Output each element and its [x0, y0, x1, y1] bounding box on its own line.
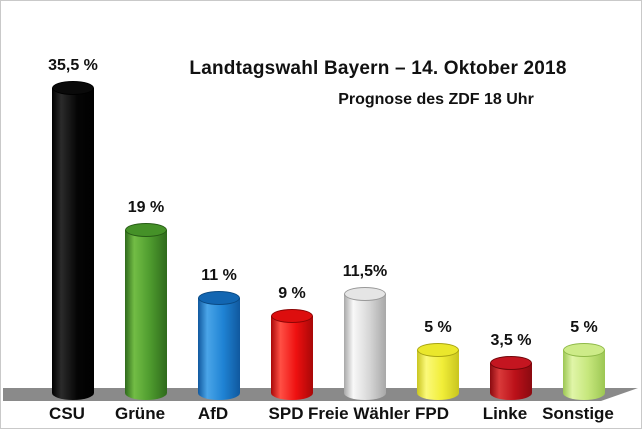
- chart-subtitle: Prognose des ZDF 18 Uhr: [338, 91, 534, 108]
- bar-cylinder-body-afd: [198, 298, 240, 400]
- bar-value-label-spd: 9 %: [278, 284, 306, 302]
- bar-value-label-sonstige: 5 %: [570, 319, 598, 336]
- bar-cylinder-cap-spd: [271, 308, 313, 323]
- category-label-sonstige: Sonstige: [542, 404, 614, 423]
- bar-cylinder-cap-fpd: [417, 343, 459, 357]
- bar-value-label-csu: 35,5 %: [48, 56, 98, 74]
- category-label-spd: SPD: [268, 404, 304, 423]
- bar-cylinder-cap-gruene: [125, 222, 167, 237]
- bar-cylinder-body-spd: [271, 315, 313, 400]
- bar-value-label-gruene: 19 %: [127, 198, 165, 216]
- bar-cylinder-body-gruene: [125, 229, 167, 400]
- category-label-csu: CSU: [49, 404, 85, 423]
- bar-cylinder-cap-freie-waehler: [344, 287, 386, 302]
- category-label-linke: Linke: [482, 404, 528, 423]
- bar-value-label-fpd: 5 %: [424, 319, 452, 336]
- bar-cylinder-body-csu: [52, 87, 94, 400]
- chart-floor: [3, 388, 638, 401]
- bar-value-label-linke: 3,5 %: [490, 331, 532, 349]
- category-label-gruene: Grüne: [114, 404, 166, 423]
- bar-value-label-freie-waehler: 11,5%: [342, 263, 388, 281]
- bar-cylinder-cap-csu: [52, 80, 94, 95]
- bar-cylinder-cap-sonstige: [563, 343, 605, 357]
- bar-cylinder-body-freie-waehler: [344, 294, 386, 400]
- bar-cylinder-body-sonstige: [563, 350, 605, 400]
- category-label-freie-waehler: Freie Wähler: [307, 404, 411, 423]
- category-label-fpd: FPD: [415, 404, 449, 423]
- bar-cylinder-cap-linke: [490, 355, 532, 370]
- bar-value-label-afd: 11 %: [201, 267, 237, 285]
- bar-cylinder-body-fpd: [417, 350, 459, 400]
- chart-title: Landtagswahl Bayern – 14. Oktober 2018: [189, 58, 567, 79]
- bar-cylinder-cap-afd: [198, 291, 240, 306]
- category-label-afd: AfD: [197, 404, 229, 423]
